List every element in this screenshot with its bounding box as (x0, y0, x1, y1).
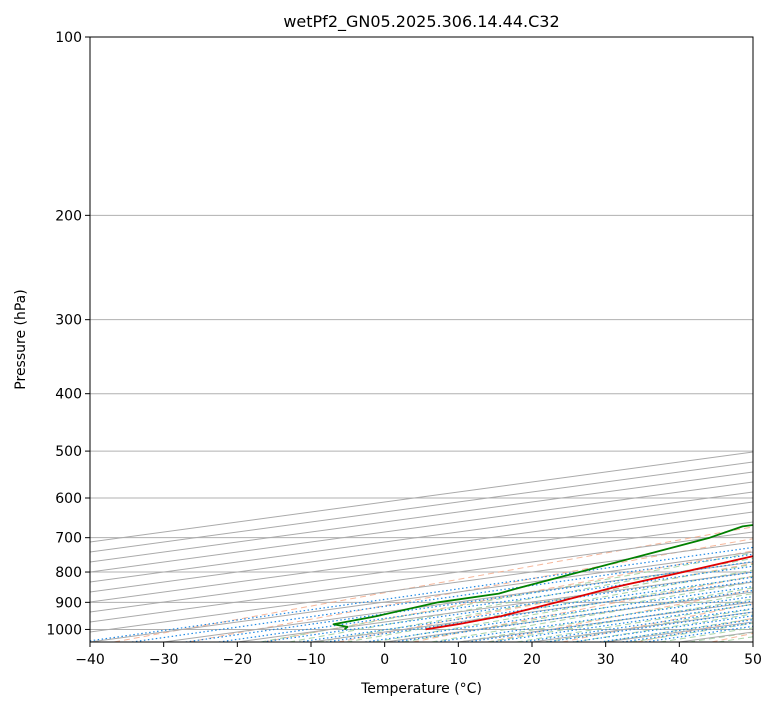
x-tick-label: 0 (380, 652, 389, 668)
isotherms (90, 451, 753, 642)
moist-adiabats (260, 552, 753, 642)
y-tick-label: 500 (55, 444, 82, 460)
y-tick-label: 300 (55, 313, 82, 329)
x-axis-title: Temperature (°C) (360, 681, 482, 697)
moist-adiabat-line (346, 569, 753, 642)
isotherm-line (90, 521, 753, 613)
x-tick-label: −30 (149, 652, 179, 668)
plot-frame (89, 36, 754, 643)
chart-title: wetPf2_GN05.2025.306.14.44.C32 (283, 12, 559, 32)
isotherm-line (90, 451, 753, 543)
x-tick-label: −40 (75, 652, 105, 668)
y-tick-label: 100 (55, 30, 82, 46)
y-tick-label: 800 (55, 565, 82, 581)
isotherm-line (90, 461, 753, 553)
moist-adiabat-line (488, 598, 753, 642)
axes: −40 −30 −20 −10 0 10 20 30 40 50 100 200 300 400 500 60… (46, 30, 762, 668)
x-tick-label: 10 (449, 652, 467, 668)
mixing-ratio-line (131, 553, 753, 642)
mixing-ratio-line (492, 603, 753, 642)
mixing-ratio-lines (90, 546, 753, 642)
y-axis-title: Pressure (hPa) (13, 289, 29, 389)
isotherm-line (90, 511, 753, 603)
mixing-ratio-line (467, 600, 753, 642)
x-tick-label: 40 (670, 652, 688, 668)
x-tick-label: 50 (744, 652, 762, 668)
moist-adiabat-line (317, 563, 753, 642)
profile-series (332, 524, 753, 631)
pressure-gridlines (90, 37, 753, 630)
plot-background (90, 37, 753, 642)
isotherm-line (752, 641, 753, 642)
x-tick-label: −10 (296, 652, 326, 668)
y-tick-label: 600 (55, 491, 82, 507)
isotherm-line (90, 471, 753, 563)
y-tick-label: 1000 (46, 622, 82, 638)
y-tick-label: 400 (55, 387, 82, 403)
mixing-ratio-line (436, 595, 753, 642)
moist-adiabat-line (431, 587, 753, 642)
isotherm-line (90, 531, 753, 623)
isotherm-line (90, 481, 753, 573)
x-tick-label: 20 (523, 652, 541, 668)
y-tick-label: 700 (55, 531, 82, 547)
isotherm-line (90, 491, 753, 583)
dewpoint-profile-line (332, 524, 753, 631)
temperature-profile-line (425, 555, 753, 631)
y-tick-label: 200 (55, 208, 82, 224)
y-tick-label: 900 (55, 595, 82, 611)
isotherm-line (90, 501, 753, 593)
mixing-ratio-line (522, 608, 753, 642)
mixing-ratio-line (90, 546, 753, 642)
x-tick-label: −20 (223, 652, 253, 668)
x-tick-label: 30 (597, 652, 615, 668)
moist-adiabat-line (459, 592, 753, 642)
mixing-ratio-line (185, 561, 753, 642)
